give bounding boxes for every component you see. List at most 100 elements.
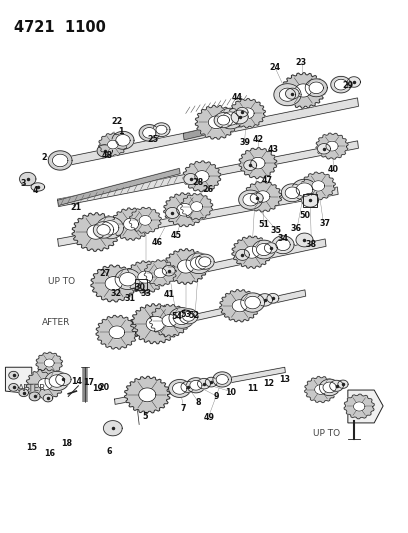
Polygon shape xyxy=(116,134,130,146)
Text: 6: 6 xyxy=(106,447,111,456)
Text: 1: 1 xyxy=(118,127,124,136)
Polygon shape xyxy=(102,239,326,294)
Text: 43: 43 xyxy=(267,146,278,155)
Polygon shape xyxy=(162,265,175,276)
Polygon shape xyxy=(169,379,191,398)
Polygon shape xyxy=(153,123,170,136)
Polygon shape xyxy=(296,183,313,196)
Polygon shape xyxy=(302,193,319,207)
Polygon shape xyxy=(9,372,18,379)
Polygon shape xyxy=(195,171,209,182)
Polygon shape xyxy=(127,378,168,411)
Polygon shape xyxy=(72,213,120,252)
Text: 4721  1100: 4721 1100 xyxy=(13,20,105,35)
Polygon shape xyxy=(292,179,317,200)
Polygon shape xyxy=(143,127,156,138)
Polygon shape xyxy=(217,115,230,125)
Polygon shape xyxy=(173,383,187,394)
Text: 12: 12 xyxy=(263,379,275,388)
Polygon shape xyxy=(129,207,162,233)
Polygon shape xyxy=(344,394,375,419)
Polygon shape xyxy=(96,217,124,239)
Text: 27: 27 xyxy=(99,269,110,278)
Polygon shape xyxy=(173,311,190,325)
Polygon shape xyxy=(272,236,294,254)
Polygon shape xyxy=(284,75,323,106)
Polygon shape xyxy=(245,296,260,309)
Polygon shape xyxy=(112,131,134,149)
Text: AFTER: AFTER xyxy=(18,384,46,393)
Polygon shape xyxy=(282,72,325,108)
Polygon shape xyxy=(58,187,338,246)
Polygon shape xyxy=(331,76,351,93)
Polygon shape xyxy=(244,246,259,259)
Polygon shape xyxy=(353,402,365,411)
Text: 41: 41 xyxy=(164,289,175,298)
Polygon shape xyxy=(185,163,219,190)
Text: 52: 52 xyxy=(189,311,200,320)
Polygon shape xyxy=(131,208,160,232)
Polygon shape xyxy=(309,82,324,94)
Text: 24: 24 xyxy=(270,63,281,71)
Text: 14: 14 xyxy=(71,377,82,386)
Polygon shape xyxy=(303,174,334,198)
Polygon shape xyxy=(195,254,214,269)
Polygon shape xyxy=(150,304,189,337)
Text: 54: 54 xyxy=(171,312,182,321)
Polygon shape xyxy=(301,172,335,200)
Polygon shape xyxy=(182,311,195,321)
Polygon shape xyxy=(255,191,270,203)
Polygon shape xyxy=(326,141,338,151)
Text: 8: 8 xyxy=(195,398,201,407)
Polygon shape xyxy=(96,316,138,349)
Polygon shape xyxy=(139,215,151,225)
Text: 2: 2 xyxy=(41,154,47,163)
Text: 23: 23 xyxy=(296,59,307,67)
Polygon shape xyxy=(236,249,249,260)
Polygon shape xyxy=(124,376,170,414)
Text: 15: 15 xyxy=(26,443,37,453)
Polygon shape xyxy=(97,144,112,157)
Polygon shape xyxy=(115,367,285,405)
Polygon shape xyxy=(312,181,325,191)
Polygon shape xyxy=(156,125,167,134)
Text: 20: 20 xyxy=(98,383,109,392)
Polygon shape xyxy=(246,183,280,211)
Text: 13: 13 xyxy=(279,375,290,384)
Text: 38: 38 xyxy=(306,240,317,249)
Polygon shape xyxy=(56,373,71,386)
Polygon shape xyxy=(191,201,203,212)
Text: 19: 19 xyxy=(92,384,103,393)
Text: 37: 37 xyxy=(319,219,330,228)
Polygon shape xyxy=(124,218,139,230)
Text: 35: 35 xyxy=(271,227,282,236)
Polygon shape xyxy=(276,239,290,251)
Polygon shape xyxy=(317,134,346,158)
Polygon shape xyxy=(99,133,127,156)
Polygon shape xyxy=(231,110,248,124)
Polygon shape xyxy=(323,382,336,393)
Text: 45: 45 xyxy=(171,231,182,240)
Polygon shape xyxy=(274,84,301,106)
Polygon shape xyxy=(205,377,217,387)
Polygon shape xyxy=(177,204,193,216)
Polygon shape xyxy=(232,300,247,312)
Text: 46: 46 xyxy=(152,238,163,247)
Polygon shape xyxy=(44,359,54,367)
Polygon shape xyxy=(111,208,151,240)
Bar xyxy=(303,194,317,207)
Polygon shape xyxy=(232,236,272,268)
Polygon shape xyxy=(5,367,32,394)
Polygon shape xyxy=(28,370,62,398)
Polygon shape xyxy=(139,125,160,141)
Polygon shape xyxy=(131,304,180,344)
Polygon shape xyxy=(330,380,343,391)
Polygon shape xyxy=(37,353,61,373)
Polygon shape xyxy=(236,107,248,117)
Polygon shape xyxy=(97,224,110,235)
Polygon shape xyxy=(281,184,304,202)
Polygon shape xyxy=(9,384,18,391)
Polygon shape xyxy=(334,79,348,90)
Polygon shape xyxy=(285,187,299,199)
Polygon shape xyxy=(186,378,205,393)
